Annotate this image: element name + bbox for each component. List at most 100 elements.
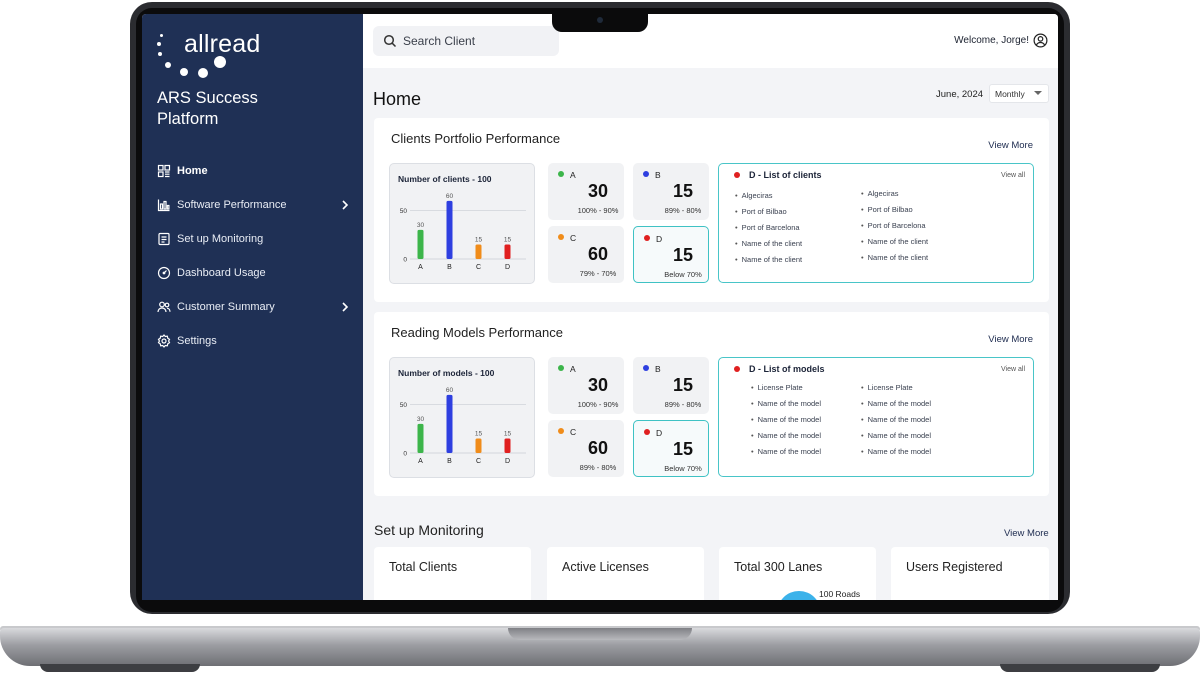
list-item[interactable]: Name of the model [751,428,821,444]
status-dot [643,171,649,177]
metric-card-active-licenses[interactable]: Active Licenses [547,547,704,600]
lanes-donut [777,591,821,600]
sidebar-item-software-performance[interactable]: Software Performance [157,188,357,222]
stat-value: 15 [672,439,694,459]
stat-tile-b[interactable]: B 15 89% - 80% [633,163,709,220]
metric-card-users-registered[interactable]: Users Registered [891,547,1049,600]
app-screen: allread ARS Success Platform Home Softwa… [142,14,1058,600]
stat-tile-a[interactable]: A 30 100% - 90% [548,163,624,220]
view-more-link[interactable]: View More [988,334,1033,345]
list-item[interactable]: Name of the model [751,412,821,428]
bar-value-label: 30 [417,222,425,229]
bar-d [504,244,511,259]
users-icon [157,300,171,314]
sidebar-item-home[interactable]: Home [157,154,357,188]
sidebar-nav: Home Software Performance Set up Monitor… [157,154,357,358]
view-more-link[interactable]: View More [988,140,1033,151]
logo-text: allread [184,30,261,58]
list-item[interactable]: Port of Bilbao [735,204,802,220]
metric-title: Total Clients [389,560,458,574]
status-dot [558,428,564,434]
list-item[interactable]: Name of the model [861,428,931,444]
list-item[interactable]: Name of the client [861,234,928,250]
bar-value-label: 15 [504,430,512,437]
list-item[interactable]: Name of the client [735,236,802,252]
sidebar-item-label: Customer Summary [177,301,275,313]
platform-title: ARS Success Platform [157,89,258,128]
period-select[interactable]: Monthly [989,84,1049,103]
list-item[interactable]: Name of the model [861,396,931,412]
list-item[interactable]: Name of the client [861,250,928,266]
y-tick-label: 0 [403,257,407,264]
stat-value: 60 [587,244,609,264]
status-dot [558,365,564,371]
welcome-text: Welcome, Jorge! [954,35,1029,46]
list-item[interactable]: Port of Barcelona [735,220,802,236]
bar-value-label: 30 [417,416,425,423]
list-item[interactable]: Name of the model [861,412,931,428]
list-item[interactable]: Algeciras [735,188,802,204]
stat-tile-c[interactable]: C 60 79% - 70% [548,226,624,283]
clients-performance-card: Clients Portfolio Performance View More … [374,118,1049,302]
user-avatar-icon[interactable] [1033,33,1048,48]
chart-title: Number of clients - 100 [398,174,492,184]
list-item[interactable]: License Plate [861,380,931,396]
laptop-foot [1000,664,1160,672]
list-item[interactable]: Name of the model [751,396,821,412]
bar-value-label: 60 [446,387,454,394]
bar-value-label: 15 [475,236,483,243]
stat-tile-b[interactable]: B 15 89% - 80% [633,357,709,414]
list-item[interactable]: License Plate [751,380,821,396]
stat-range: 79% - 70% [579,269,617,278]
stat-tile-a[interactable]: A 30 100% - 90% [548,357,624,414]
y-tick-label: 50 [400,402,408,409]
sidebar-item-label: Settings [177,335,217,347]
period-value: Monthly [995,88,1025,99]
sidebar-item-settings[interactable]: Settings [157,324,357,358]
stat-value: 15 [672,375,694,395]
clients-bar-chart: Number of clients - 100 0 50 30 A 60 B 15 C 15 D [389,163,535,284]
list-item[interactable]: Name of the model [861,444,931,460]
stat-range: 100% - 90% [577,400,619,409]
list-item[interactable]: Name of the model [751,444,821,460]
sidebar-item-set-up-monitoring[interactable]: Set up Monitoring [157,222,357,256]
x-tick-label: C [476,264,481,271]
stat-tile-d[interactable]: D 15 Below 70% [633,420,709,477]
list-title: D - List of clients [749,170,822,180]
stat-label: B [655,364,661,374]
stat-range: Below 70% [664,464,702,473]
list-item[interactable]: Name of the client [735,252,802,268]
bar-b [446,394,453,453]
laptop-hinge-notch [508,628,692,640]
sidebar-item-customer-summary[interactable]: Customer Summary [157,290,357,324]
view-all-link[interactable]: View all [1001,366,1025,373]
list-item[interactable]: Port of Barcelona [861,218,928,234]
card-title: Clients Portfolio Performance [391,131,561,146]
metric-card-total-lanes[interactable]: Total 300 Lanes 100 Roads [719,547,876,600]
metric-card-total-clients[interactable]: Total Clients [374,547,531,600]
stat-tile-c[interactable]: C 60 89% - 80% [548,420,624,477]
date-label: June, 2024 [936,89,984,100]
sidebar-item-dashboard-usage[interactable]: Dashboard Usage [157,256,357,290]
stat-range: 89% - 80% [664,206,702,215]
list-item[interactable]: Port of Bilbao [861,202,928,218]
stat-range: 100% - 90% [577,206,619,215]
chevron-right-icon[interactable] [339,198,351,212]
chevron-right-icon[interactable] [339,300,351,314]
list-item[interactable]: Algeciras [861,186,928,202]
view-all-link[interactable]: View all [1001,172,1025,179]
sidebar-item-label: Dashboard Usage [177,267,266,279]
status-dot [734,172,740,178]
models-list-panel: D - List of models View all License Plat… [718,357,1034,477]
view-more-link[interactable]: View More [1004,528,1049,539]
list-title: D - List of models [749,364,825,374]
x-tick-label: A [418,458,423,465]
search-input[interactable]: Search Client [373,26,559,56]
laptop-foot [40,664,200,672]
camera-icon [597,17,603,23]
status-dot [644,235,650,241]
page-title: Home [373,89,422,109]
stat-tile-d[interactable]: D 15 Below 70% [633,226,709,283]
sidebar: allread ARS Success Platform Home Softwa… [142,14,363,600]
user-welcome[interactable]: Welcome, Jorge! [954,33,1048,48]
